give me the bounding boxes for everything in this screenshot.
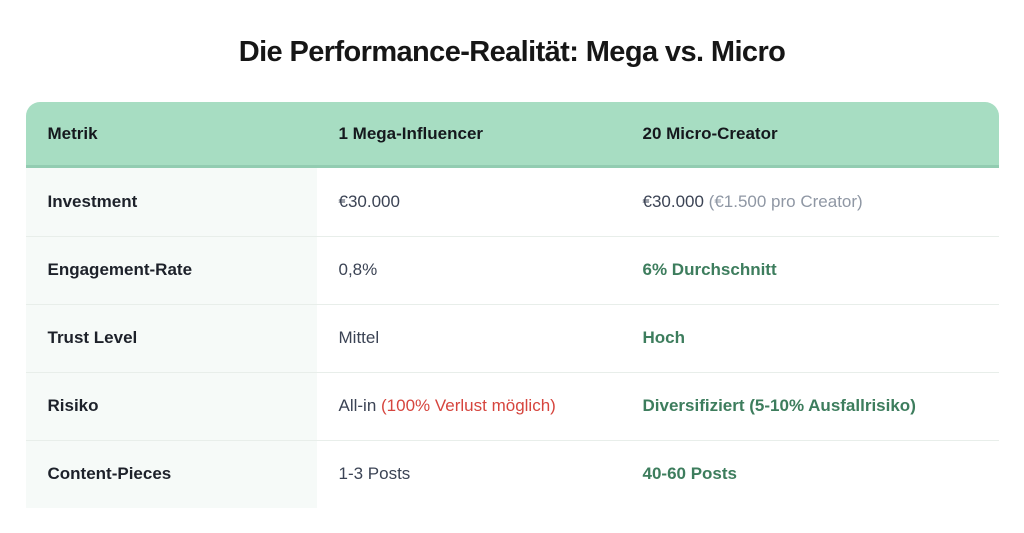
- table-body: Investment €30.000 €30.000 (€1.500 pro Cre…: [25, 168, 999, 508]
- micro-value: 6% Durchschnitt: [621, 259, 999, 281]
- page-title: Die Performance-Realität: Mega vs. Micro: [238, 36, 786, 68]
- metric-label: Engagement-Rate: [25, 237, 317, 304]
- value-segment: Diversifiziert (5-10% Ausfallrisiko): [642, 396, 916, 416]
- micro-value: 40-60 Posts: [621, 463, 999, 485]
- micro-value: €30.000 (€1.500 pro Creator): [621, 191, 999, 213]
- mega-value: Mittel: [317, 327, 621, 349]
- table-row: Engagement-Rate 0,8% 6% Durchschnitt: [25, 236, 999, 304]
- value-segment: (100% Verlust möglich): [376, 396, 556, 416]
- value-segment: Hoch: [642, 328, 686, 348]
- table-row: Content-Pieces 1-3 Posts 40-60 Posts: [25, 440, 999, 508]
- table-header: Metrik 1 Mega-Influencer 20 Micro-Creato…: [25, 102, 999, 168]
- mega-value: 1-3 Posts: [317, 463, 621, 485]
- mega-value: All-in (100% Verlust möglich): [317, 395, 621, 417]
- value-segment: 0,8%: [338, 260, 378, 280]
- metric-label: Investment: [25, 168, 317, 236]
- column-header-micro: 20 Micro-Creator: [642, 123, 778, 143]
- column-header-mega: 1 Mega-Influencer: [338, 123, 484, 143]
- metric-label: Trust Level: [25, 305, 317, 372]
- table-row: Trust Level Mittel Hoch: [25, 304, 999, 372]
- value-segment: 40-60 Posts: [642, 464, 738, 484]
- value-segment: 1-3 Posts: [338, 464, 411, 484]
- comparison-table: Metrik 1 Mega-Influencer 20 Micro-Creato…: [25, 102, 999, 508]
- micro-value: Hoch: [621, 327, 999, 349]
- metric-label: Content-Pieces: [25, 441, 317, 508]
- micro-value: Diversifiziert (5-10% Ausfallrisiko): [621, 395, 999, 417]
- value-segment: 6% Durchschnitt: [642, 260, 777, 280]
- column-header-metric: Metrik: [47, 123, 98, 143]
- value-segment: Mittel: [338, 328, 380, 348]
- table-row: Risiko All-in (100% Verlust möglich) Diver…: [25, 372, 999, 440]
- value-segment: (€1.500 pro Creator): [703, 191, 863, 211]
- value-segment: €30.000: [642, 191, 704, 211]
- mega-value: 0,8%: [317, 259, 621, 281]
- mega-value: €30.000: [317, 191, 621, 213]
- value-segment: €30.000: [338, 191, 400, 211]
- value-segment: All-in: [338, 396, 377, 416]
- table-row: Investment €30.000 €30.000 (€1.500 pro Cre…: [25, 168, 999, 236]
- metric-label: Risiko: [25, 373, 317, 440]
